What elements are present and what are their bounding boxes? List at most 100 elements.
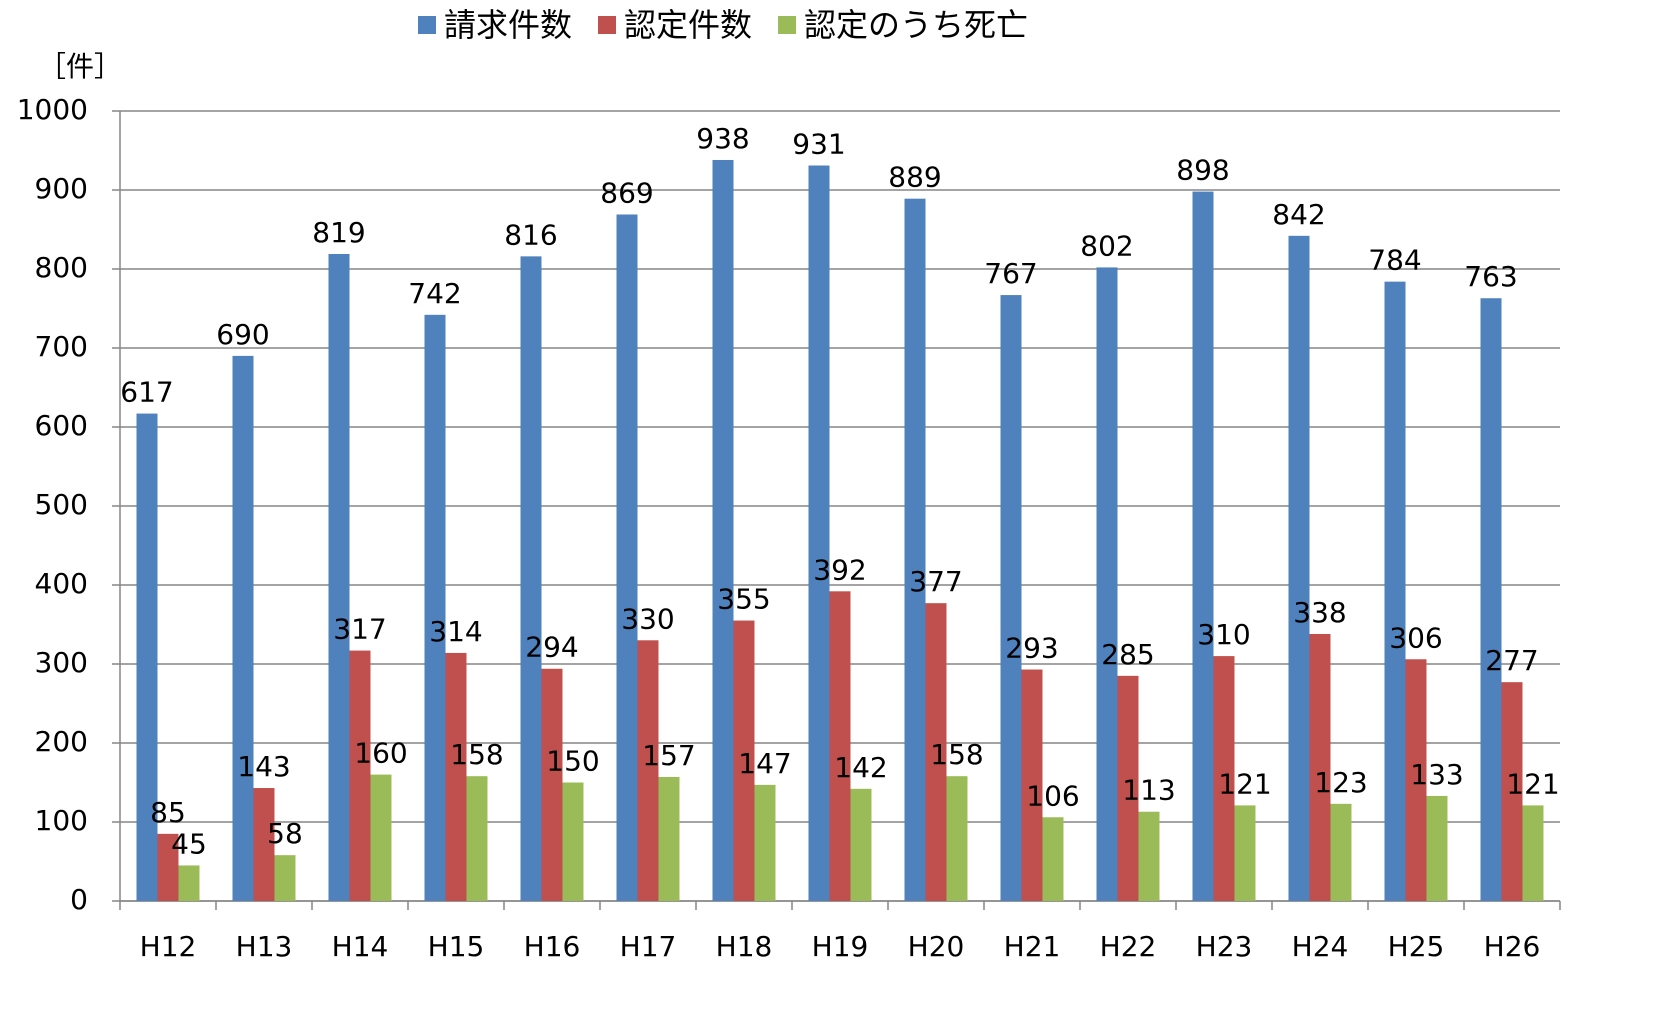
y-tick-label: 700	[35, 330, 88, 363]
legend-label: 認定件数	[624, 6, 752, 44]
y-tick-label: 300	[35, 646, 88, 679]
data-label: 819	[312, 216, 365, 249]
data-label: 377	[909, 565, 962, 598]
data-label: 338	[1293, 596, 1346, 629]
x-tick-label: H12	[140, 930, 197, 963]
bar	[1309, 633, 1331, 901]
y-tick-label: 400	[35, 567, 88, 600]
bar	[808, 165, 830, 901]
data-label: 842	[1272, 198, 1325, 231]
bar	[754, 784, 776, 901]
y-tick-label: 600	[35, 409, 88, 442]
x-tick-label: H26	[1484, 930, 1541, 963]
data-label: 889	[888, 161, 941, 194]
data-label: 617	[120, 376, 173, 409]
bar	[616, 214, 638, 902]
data-label: 160	[354, 737, 407, 770]
x-tick-label: H13	[236, 930, 293, 963]
data-label: 158	[930, 738, 983, 771]
bar	[466, 776, 488, 901]
x-tick-label: H16	[524, 930, 581, 963]
bar	[1021, 669, 1043, 901]
bar	[850, 788, 872, 901]
bar	[733, 620, 755, 901]
x-tick-label: H15	[428, 930, 485, 963]
data-label: 147	[738, 747, 791, 780]
bar	[829, 591, 851, 901]
y-axis-unit: ［件］	[38, 50, 122, 83]
bar	[328, 253, 350, 902]
data-label: 931	[792, 128, 845, 161]
data-label: 121	[1506, 767, 1559, 800]
bar	[712, 159, 734, 902]
bar	[520, 256, 542, 901]
x-tick-label: H18	[716, 930, 773, 963]
bar	[946, 776, 968, 901]
data-label: 58	[267, 817, 303, 850]
bar	[370, 774, 392, 901]
data-label: 142	[834, 751, 887, 784]
y-tick-label: 1000	[17, 93, 88, 126]
data-label: 285	[1101, 638, 1154, 671]
bar	[424, 314, 446, 901]
y-tick-label: 200	[35, 725, 88, 758]
bar	[274, 855, 296, 901]
bar	[1501, 682, 1523, 901]
bar	[1426, 795, 1448, 901]
y-tick-label: 0	[70, 883, 88, 916]
bar	[136, 413, 158, 901]
bar	[445, 652, 467, 901]
data-label: 106	[1026, 779, 1079, 812]
bar	[1213, 656, 1235, 901]
data-label: 763	[1464, 260, 1517, 293]
data-label: 742	[408, 277, 461, 310]
x-tick-label: H22	[1100, 930, 1157, 963]
data-label: 869	[600, 176, 653, 209]
legend-label: 請求件数	[444, 6, 572, 44]
bar	[637, 640, 659, 901]
bar	[1384, 281, 1406, 901]
data-label: 45	[171, 827, 207, 860]
bar	[1117, 675, 1139, 901]
bar	[1330, 803, 1352, 901]
data-label: 133	[1410, 758, 1463, 791]
data-label: 767	[984, 257, 1037, 290]
x-tick-label: H19	[812, 930, 869, 963]
x-tick-label: H24	[1292, 930, 1349, 963]
bar	[157, 833, 179, 901]
data-label: 306	[1389, 621, 1442, 654]
bar	[1480, 298, 1502, 902]
data-label: 113	[1122, 774, 1175, 807]
data-label: 150	[546, 745, 599, 778]
data-label: 690	[216, 318, 269, 351]
bar	[349, 650, 371, 901]
data-label: 784	[1368, 244, 1421, 277]
data-label: 355	[717, 583, 770, 616]
data-label: 85	[150, 796, 186, 829]
bar	[1000, 295, 1022, 901]
bar	[1138, 811, 1160, 901]
data-label: 317	[333, 613, 386, 646]
data-label: 294	[525, 631, 578, 664]
data-label: 143	[237, 750, 290, 783]
data-label: 314	[429, 615, 482, 648]
data-label: 802	[1080, 229, 1133, 262]
bar	[1288, 235, 1310, 901]
data-label: 121	[1218, 767, 1271, 800]
bar	[1522, 805, 1544, 901]
legend-swatch	[598, 16, 617, 34]
bar	[1234, 805, 1256, 901]
bar	[925, 603, 947, 901]
bar	[232, 355, 254, 901]
data-label: 330	[621, 602, 674, 635]
legend: 請求件数 認定件数 認定のうち死亡	[418, 6, 1028, 44]
bar	[178, 865, 200, 901]
legend-swatch	[418, 16, 436, 34]
y-tick-label: 500	[35, 488, 88, 521]
x-tick-label: H25	[1388, 930, 1445, 963]
data-label: 123	[1314, 766, 1367, 799]
bar	[541, 668, 563, 901]
data-label: 293	[1005, 632, 1058, 665]
bar	[1192, 191, 1214, 901]
